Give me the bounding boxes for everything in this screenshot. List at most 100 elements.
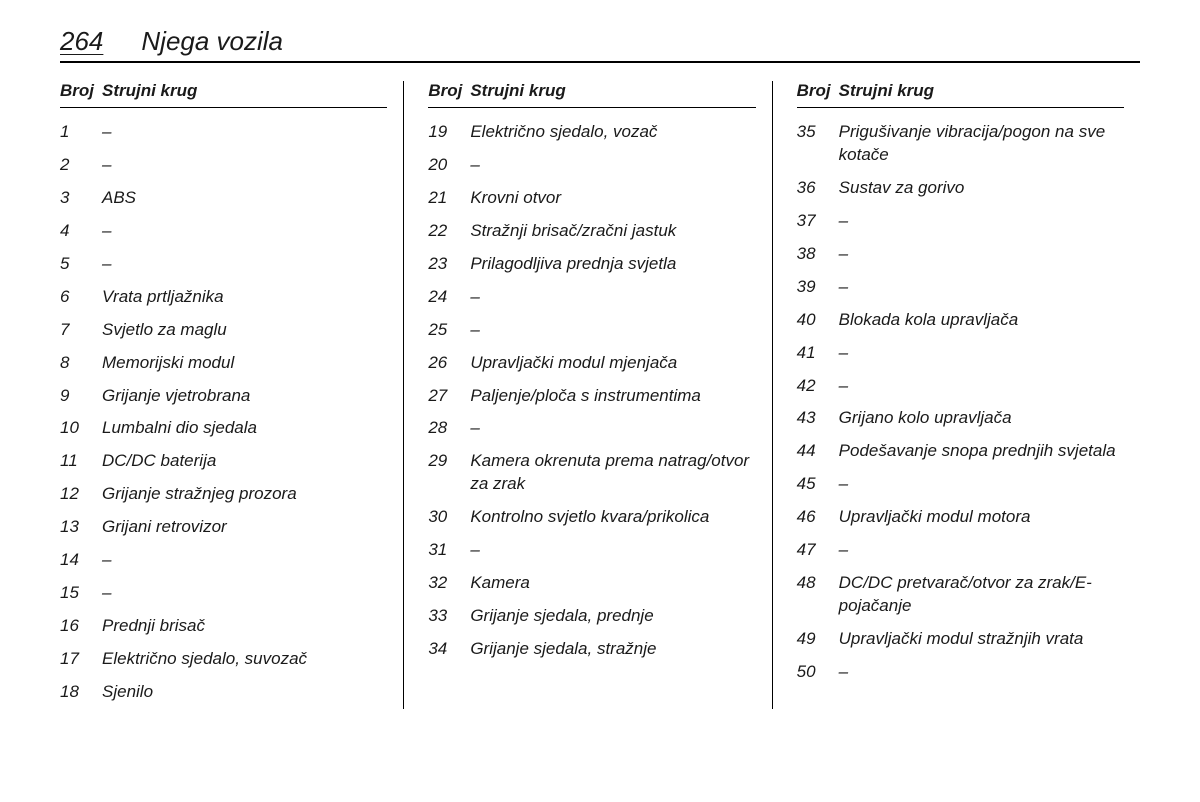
page-number: 264 — [60, 26, 103, 57]
table-row: 11DC/DC baterija — [60, 445, 387, 478]
table-row: 34Grijanje sjedala, stražnje — [428, 633, 755, 666]
cell-num: 49 — [797, 628, 839, 651]
cell-desc: Prednji brisač — [102, 615, 387, 638]
cell-num: 29 — [428, 450, 470, 473]
cell-num: 39 — [797, 276, 839, 299]
column-3: BrojStrujni krug35Prigušivanje vibracija… — [772, 81, 1140, 709]
cell-num: 23 — [428, 253, 470, 276]
cell-num: 1 — [60, 121, 102, 144]
table-row: 9Grijanje vjetrobrana — [60, 380, 387, 413]
cell-num: 20 — [428, 154, 470, 177]
table-row: 33Grijanje sjedala, prednje — [428, 600, 755, 633]
cell-num: 34 — [428, 638, 470, 661]
cell-num: 10 — [60, 417, 102, 440]
cell-num: 35 — [797, 121, 839, 144]
cell-desc: – — [102, 549, 387, 572]
cell-num: 44 — [797, 440, 839, 463]
table-row: 2– — [60, 149, 387, 182]
cell-num: 31 — [428, 539, 470, 562]
cell-desc: Kontrolno svjetlo kvara/prikolica — [470, 506, 755, 529]
cell-desc: – — [470, 154, 755, 177]
cell-desc: DC/DC pretvarač/otvor za zrak/E-pojačanj… — [839, 572, 1124, 618]
header-desc: Strujni krug — [839, 81, 1124, 101]
cell-num: 12 — [60, 483, 102, 506]
cell-desc: Grijanje vjetrobrana — [102, 385, 387, 408]
page: 264 Njega vozila BrojStrujni krug1–2–3AB… — [0, 0, 1200, 719]
header-num: Broj — [797, 81, 839, 101]
table-header: BrojStrujni krug — [428, 81, 755, 108]
cell-num: 6 — [60, 286, 102, 309]
cell-desc: Kamera okrenuta prema natrag/otvor za zr… — [470, 450, 755, 496]
cell-desc: Sjenilo — [102, 681, 387, 704]
cell-desc: Prilagodljiva prednja svjetla — [470, 253, 755, 276]
cell-desc: Grijani retrovizor — [102, 516, 387, 539]
cell-num: 15 — [60, 582, 102, 605]
table-row: 20– — [428, 149, 755, 182]
cell-desc: – — [470, 539, 755, 562]
table-row: 26Upravljački modul mjenjača — [428, 347, 755, 380]
cell-desc: – — [839, 375, 1124, 398]
cell-desc: – — [102, 154, 387, 177]
cell-desc: Stražnji brisač/zračni jastuk — [470, 220, 755, 243]
table-row: 32Kamera — [428, 567, 755, 600]
cell-num: 7 — [60, 319, 102, 342]
page-header: 264 Njega vozila — [60, 26, 1140, 63]
table-row: 23Prilagodljiva prednja svjetla — [428, 248, 755, 281]
cell-desc: – — [102, 121, 387, 144]
cell-desc: Upravljački modul stražnjih vrata — [839, 628, 1124, 651]
table-row: 12Grijanje stražnjeg prozora — [60, 478, 387, 511]
cell-desc: Prigušivanje vibracija/pogon na sve kota… — [839, 121, 1124, 167]
cell-num: 18 — [60, 681, 102, 704]
cell-num: 48 — [797, 572, 839, 595]
table-row: 46Upravljački modul motora — [797, 501, 1124, 534]
cell-desc: Vrata prtljažnika — [102, 286, 387, 309]
cell-num: 45 — [797, 473, 839, 496]
cell-num: 40 — [797, 309, 839, 332]
table-row: 13Grijani retrovizor — [60, 511, 387, 544]
table-row: 50– — [797, 656, 1124, 689]
cell-num: 19 — [428, 121, 470, 144]
table-row: 42– — [797, 370, 1124, 403]
cell-num: 50 — [797, 661, 839, 684]
cell-desc: Kamera — [470, 572, 755, 595]
table-row: 31– — [428, 534, 755, 567]
cell-desc: – — [470, 417, 755, 440]
cell-desc: – — [102, 582, 387, 605]
cell-desc: Krovni otvor — [470, 187, 755, 210]
cell-num: 28 — [428, 417, 470, 440]
header-desc: Strujni krug — [102, 81, 387, 101]
header-num: Broj — [60, 81, 102, 101]
table-row: 38– — [797, 238, 1124, 271]
table-row: 25– — [428, 314, 755, 347]
cell-desc: – — [470, 286, 755, 309]
cell-num: 27 — [428, 385, 470, 408]
cell-desc: Svjetlo za maglu — [102, 319, 387, 342]
table-row: 27Paljenje/ploča s instrumentima — [428, 380, 755, 413]
cell-num: 22 — [428, 220, 470, 243]
table-row: 6Vrata prtljažnika — [60, 281, 387, 314]
table-header: BrojStrujni krug — [60, 81, 387, 108]
cell-desc: – — [839, 276, 1124, 299]
cell-desc: Električno sjedalo, vozač — [470, 121, 755, 144]
cell-desc: – — [102, 253, 387, 276]
table-row: 5– — [60, 248, 387, 281]
table-header: BrojStrujni krug — [797, 81, 1124, 108]
table-row: 14– — [60, 544, 387, 577]
cell-num: 4 — [60, 220, 102, 243]
page-title: Njega vozila — [141, 26, 283, 57]
cell-num: 2 — [60, 154, 102, 177]
cell-num: 36 — [797, 177, 839, 200]
cell-num: 33 — [428, 605, 470, 628]
cell-desc: Grijanje sjedala, prednje — [470, 605, 755, 628]
columns-container: BrojStrujni krug1–2–3ABS4–5–6Vrata prtlj… — [60, 81, 1140, 709]
table-row: 24– — [428, 281, 755, 314]
cell-num: 25 — [428, 319, 470, 342]
column-1: BrojStrujni krug1–2–3ABS4–5–6Vrata prtlj… — [60, 81, 403, 709]
cell-desc: Blokada kola upravljača — [839, 309, 1124, 332]
table-row: 39– — [797, 271, 1124, 304]
cell-num: 5 — [60, 253, 102, 276]
table-row: 8Memorijski modul — [60, 347, 387, 380]
table-row: 35Prigušivanje vibracija/pogon na sve ko… — [797, 116, 1124, 172]
cell-num: 3 — [60, 187, 102, 210]
table-row: 43Grijano kolo upravljača — [797, 402, 1124, 435]
